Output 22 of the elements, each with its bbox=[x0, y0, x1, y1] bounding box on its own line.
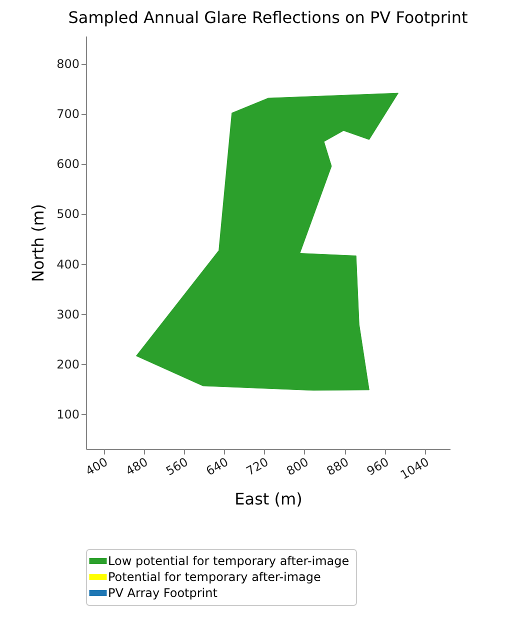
x-tick-label: 800 bbox=[284, 454, 311, 478]
x-tick-label: 560 bbox=[164, 454, 190, 478]
x-tick-label: 640 bbox=[204, 454, 231, 478]
y-tick-label: 500 bbox=[56, 207, 80, 222]
x-tick-label: 720 bbox=[244, 454, 271, 478]
x-tick-label: 960 bbox=[364, 454, 392, 478]
legend-label: Low potential for temporary after-image bbox=[108, 554, 350, 568]
y-tick-label: 800 bbox=[56, 57, 80, 72]
chart-title: Sampled Annual Glare Reflections on PV Footprint bbox=[68, 8, 468, 27]
x-axis-title: East (m) bbox=[234, 489, 302, 508]
x-tick-label: 480 bbox=[123, 454, 150, 478]
y-tick-label: 700 bbox=[56, 107, 80, 122]
x-tick-label: 400 bbox=[83, 454, 110, 478]
y-axis-title: North (m) bbox=[28, 204, 48, 282]
legend-label: Potential for temporary after-image bbox=[108, 570, 321, 584]
x-tick-label: 880 bbox=[324, 454, 352, 478]
y-tick-label: 100 bbox=[56, 407, 80, 422]
y-tick-label: 400 bbox=[56, 257, 80, 272]
legend-label: PV Array Footprint bbox=[108, 586, 218, 600]
y-tick-label: 300 bbox=[56, 307, 80, 322]
y-tick-label: 600 bbox=[56, 157, 80, 172]
y-tick-label: 200 bbox=[56, 357, 80, 372]
